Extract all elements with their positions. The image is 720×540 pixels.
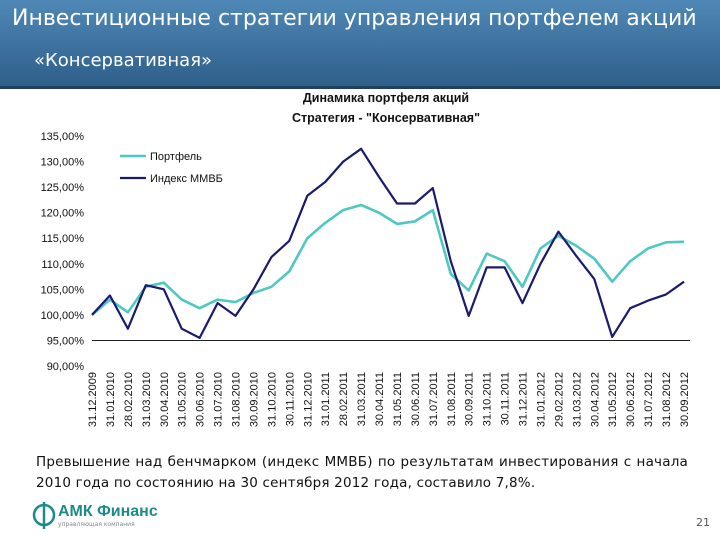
x-tick-label: 31.08.2011 [446, 372, 458, 426]
x-tick-label: 30.06.2010 [195, 372, 207, 427]
y-tick-label: 120,00% [41, 208, 85, 220]
footnote-text: Превышение над бенчмарком (индекс ММВБ) … [36, 454, 688, 491]
legend-label: Портфель [150, 151, 202, 163]
x-axis: 31.12.2009 31.01.2010 28.02.2010 31.03.2010… [87, 372, 691, 427]
x-tick-label: 30.04.2011 [374, 372, 386, 426]
y-tick-label: 105,00% [41, 284, 85, 296]
company-logo: АМК Финанс управляющая компания [32, 500, 172, 532]
x-tick-label: 31.07.2011 [428, 372, 440, 426]
page-subtitle: «Консервативная» [34, 50, 213, 71]
header-banner: Инвестиционные стратегии управления порт… [0, 0, 720, 89]
logo-tagline: управляющая компания [58, 521, 135, 528]
x-tick-label: 31.12.2010 [302, 372, 314, 427]
y-tick-label: 110,00% [41, 259, 84, 271]
x-tick-label: 29.02.2012 [553, 372, 565, 427]
y-tick-label: 130,00% [41, 157, 85, 169]
x-tick-label: 30.09.2011 [464, 372, 476, 426]
y-tick-label: 90,00% [47, 361, 85, 373]
y-axis: 90,00% 95,00% 100,00% 105,00% 110,00% 115,00%… [41, 131, 690, 373]
x-tick-label: 31.05.2012 [607, 372, 619, 427]
page-title: Инвестиционные стратегии управления порт… [12, 6, 697, 31]
chart-subtitle: Стратегия - "Консервативная" [292, 111, 480, 125]
page-number: 21 [696, 516, 710, 529]
series-line-portfolio [91, 203, 685, 316]
legend-label: Индекс ММВБ [150, 173, 223, 185]
series-line-micex [91, 147, 685, 339]
x-tick-label: 31.08.2012 [661, 372, 673, 427]
x-tick-label: 31.08.2010 [231, 372, 243, 427]
x-tick-label: 31.07.2012 [643, 372, 655, 427]
chart-legend: Портфель Индекс ММВБ [120, 151, 223, 185]
x-tick-label: 31.05.2010 [177, 372, 189, 427]
x-tick-label: 31.03.2011 [356, 372, 368, 426]
x-tick-label: 30.06.2011 [410, 372, 422, 426]
logo-name: АМК Финанс [58, 503, 158, 520]
x-tick-label: 30.11.2010 [284, 372, 296, 426]
series-layer [91, 147, 685, 339]
x-tick-label: 30.11.2011 [500, 372, 512, 425]
portfolio-line-chart: Динамика портфеля акций Стратегия - "Кон… [41, 91, 691, 427]
x-tick-label: 31.01.2011 [320, 372, 332, 426]
y-tick-label: 100,00% [41, 310, 85, 322]
x-tick-label: 30.04.2010 [159, 372, 171, 427]
x-tick-label: 31.12.2011 [518, 372, 530, 426]
x-tick-label: 31.07.2010 [213, 372, 225, 427]
x-tick-label: 30.06.2012 [625, 372, 637, 427]
x-tick-label: 31.01.2012 [535, 372, 547, 427]
logo-emblem-icon [32, 502, 56, 529]
x-tick-label: 31.12.2009 [87, 372, 99, 427]
x-tick-label: 28.02.2011 [338, 372, 350, 426]
x-tick-label: 31.03.2010 [141, 372, 153, 427]
y-tick-label: 115,00% [41, 233, 84, 245]
y-tick-label: 95,00% [47, 335, 85, 347]
x-tick-label: 28.02.2010 [123, 372, 135, 427]
x-tick-label: 30.09.2010 [248, 372, 260, 427]
x-tick-label: 31.01.2010 [105, 372, 117, 427]
y-tick-label: 125,00% [41, 182, 85, 194]
x-tick-label: 31.10.2011 [482, 372, 494, 426]
chart-title: Динамика портфеля акций [303, 91, 469, 105]
x-tick-label: 31.03.2012 [571, 372, 583, 427]
x-tick-label: 30.04.2012 [589, 372, 601, 427]
x-tick-label: 31.10.2010 [266, 372, 278, 427]
x-tick-label: 31.05.2011 [392, 372, 404, 426]
x-tick-label: 30.09.2012 [679, 372, 691, 427]
y-tick-label: 135,00% [41, 131, 85, 143]
